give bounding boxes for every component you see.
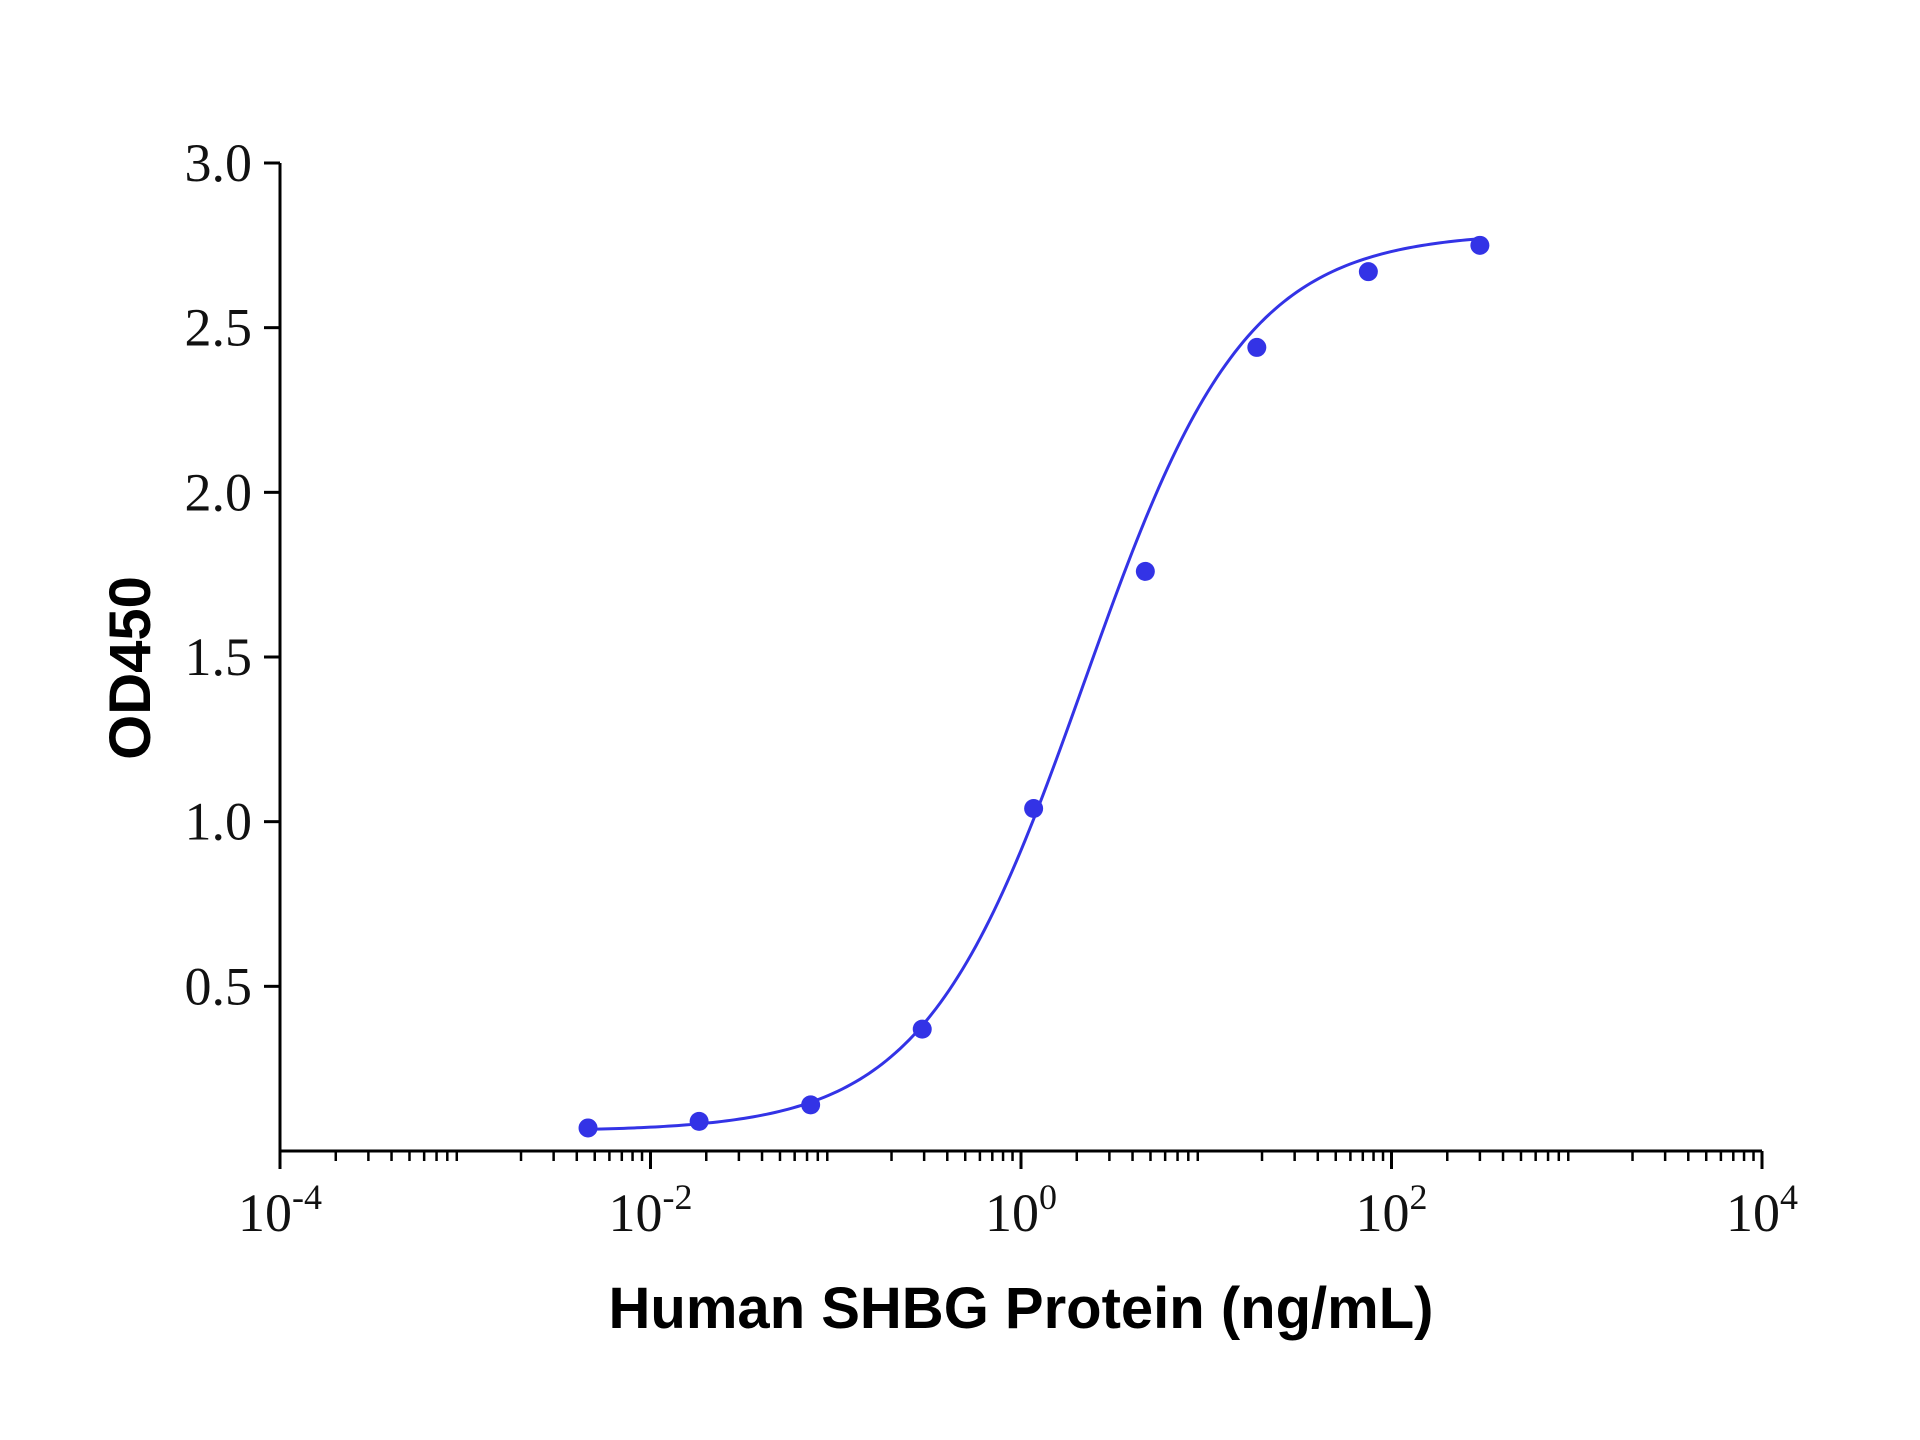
y-tick-label: 1.5: [185, 627, 253, 687]
data-point: [1247, 337, 1267, 357]
data-point: [801, 1095, 821, 1115]
data-point: [578, 1118, 598, 1138]
y-tick-label: 3.0: [185, 133, 253, 193]
axes: [278, 163, 1762, 1153]
y-tick-label: 0.5: [185, 956, 253, 1016]
y-axis-title: OD450: [98, 576, 163, 760]
y-tick-label: 1.0: [185, 792, 253, 852]
y-tick-label: 2.0: [185, 462, 253, 522]
data-point: [1135, 561, 1155, 581]
data-point: [1470, 235, 1490, 255]
data-point: [1358, 262, 1378, 282]
x-axis-title: Human SHBG Protein (ng/mL): [609, 1276, 1434, 1341]
data-points: [578, 235, 1490, 1138]
x-tick-label: 10-2: [609, 1177, 693, 1243]
data-point: [912, 1019, 932, 1039]
x-tick-label: 104: [1726, 1177, 1798, 1243]
ticks: 0.5 1.0 1.5 2.0 2.5 3.0 10-4 10-2 100 102 104: [185, 133, 1799, 1243]
data-point: [1024, 798, 1044, 818]
data-point: [689, 1111, 709, 1131]
x-tick-label: 10-4: [238, 1177, 322, 1243]
x-tick-label: 100: [985, 1177, 1057, 1243]
y-tick-label: 2.5: [185, 298, 253, 358]
fit-curve-layer: [587, 237, 1481, 1131]
fit-curve: [587, 237, 1481, 1131]
x-tick-label: 102: [1356, 1177, 1428, 1243]
